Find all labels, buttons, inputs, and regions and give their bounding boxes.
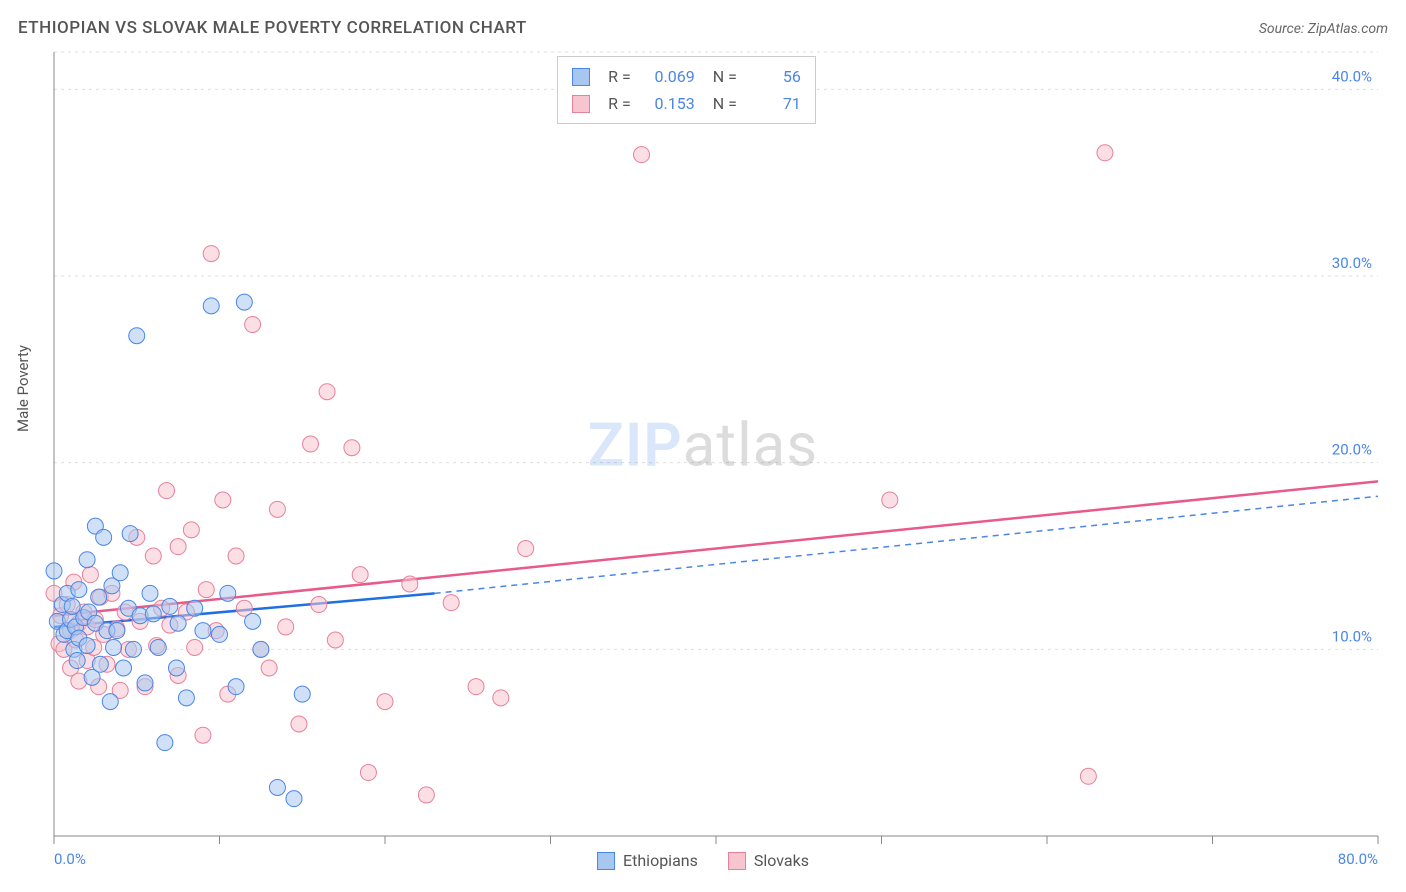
y-axis-label: Male Poverty	[14, 345, 32, 432]
stat-r-label: R =	[608, 90, 631, 117]
stats-row: R = 0.153 N = 71	[572, 90, 801, 117]
chart-area: Male Poverty 0.0%80.0%10.0%20.0%30.0%40.…	[18, 46, 1388, 878]
legend-swatch	[728, 852, 746, 870]
svg-text:20.0%: 20.0%	[1332, 441, 1372, 459]
legend-label: Ethiopians	[623, 851, 698, 870]
legend-item: Ethiopians	[597, 851, 698, 870]
svg-text:80.0%: 80.0%	[1338, 850, 1378, 868]
stat-n-value: 56	[749, 63, 801, 90]
svg-text:30.0%: 30.0%	[1332, 254, 1372, 272]
chart-title: ETHIOPIAN VS SLOVAK MALE POVERTY CORRELA…	[18, 18, 527, 38]
stat-r-value: 0.069	[643, 63, 695, 90]
scatter-plot: 0.0% 80.0% 10.0% 20.0% 30.0% 40.0%	[18, 46, 1388, 878]
stat-n-label: N =	[713, 90, 737, 117]
stats-row: R = 0.069 N = 56	[572, 63, 801, 90]
bottom-legend: Ethiopians Slovaks	[597, 851, 809, 870]
stat-n-value: 71	[749, 90, 801, 117]
stat-r-label: R =	[608, 63, 631, 90]
source-label: Source: ZipAtlas.com	[1259, 21, 1388, 37]
stats-legend-box: R = 0.069 N = 56 R = 0.153 N = 71	[557, 56, 816, 124]
legend-swatch	[572, 95, 590, 113]
header-row: ETHIOPIAN VS SLOVAK MALE POVERTY CORRELA…	[18, 18, 1388, 38]
legend-swatch	[572, 68, 590, 86]
legend-swatch	[597, 852, 615, 870]
stat-n-label: N =	[713, 63, 737, 90]
stat-r-value: 0.153	[643, 90, 695, 117]
svg-text:10.0%: 10.0%	[1332, 627, 1372, 645]
legend-label: Slovaks	[754, 851, 809, 870]
svg-text:40.0%: 40.0%	[1332, 67, 1372, 85]
svg-text:0.0%: 0.0%	[54, 850, 86, 868]
legend-item: Slovaks	[728, 851, 809, 870]
